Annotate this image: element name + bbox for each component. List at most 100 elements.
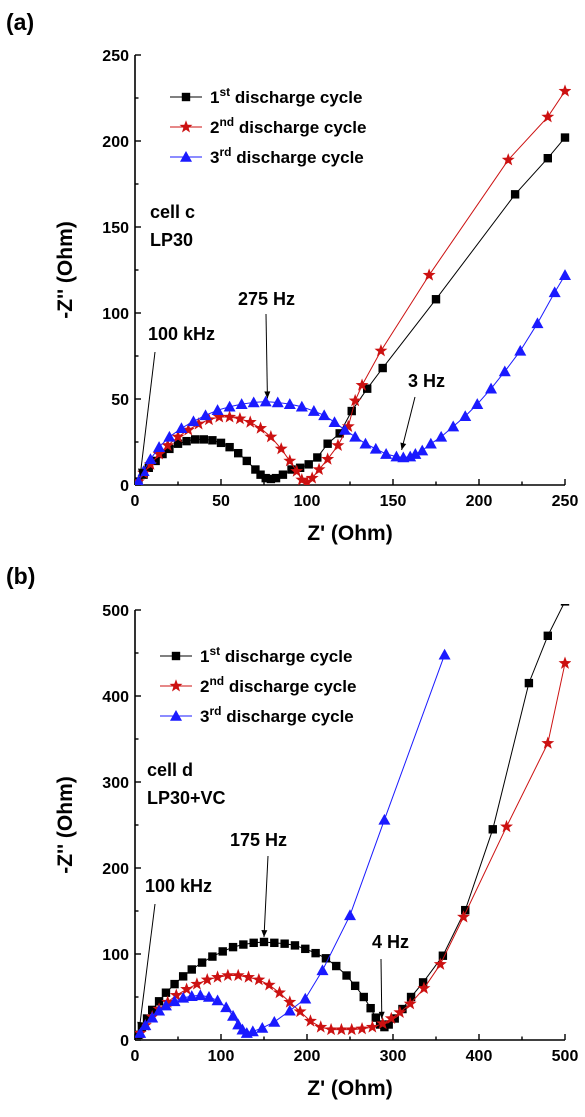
data-point-series-2 <box>334 1022 348 1036</box>
y-tick-label: 250 <box>102 48 129 65</box>
axes: 0 50 100 150 200 250 0 50 100 150 200 250 Z' (Ohm) -Z… <box>54 48 578 545</box>
data-point-series-3 <box>271 396 284 408</box>
annotation-label: 175 Hz <box>230 830 287 850</box>
data-point-series-1 <box>366 1003 375 1013</box>
data-point-series-2 <box>192 417 206 430</box>
legend: 1st discharge cycle 2nd discharge cycle 3r… <box>170 85 366 167</box>
data-point-series-1 <box>208 952 217 961</box>
x-tick-label: 200 <box>466 493 493 510</box>
legend-label-2: 2nd discharge cycle <box>210 115 366 137</box>
data-point-series-1 <box>323 439 332 448</box>
data-point-series-3 <box>424 437 437 449</box>
data-point-series-1 <box>228 942 238 952</box>
legend: 1st discharge cycle 2nd discharge cycle 3r… <box>160 644 356 726</box>
data-point-series-2 <box>233 411 247 425</box>
data-point-series-3 <box>168 995 181 1007</box>
data-point-series-2 <box>221 968 235 981</box>
y-tick-label: 200 <box>102 134 129 151</box>
legend-marker <box>171 651 181 661</box>
panel-b-label: (b) <box>6 563 35 589</box>
data-point-series-3 <box>359 437 372 449</box>
data-point-series-3 <box>246 1025 259 1037</box>
data-point-series-1 <box>560 133 570 142</box>
data-point-series-2 <box>348 393 362 407</box>
x-tick-label: 0 <box>131 493 140 510</box>
data-point-series-2 <box>274 442 288 455</box>
data-point-series-3 <box>235 398 248 409</box>
data-point-series-2 <box>433 957 447 970</box>
data-point-series-1 <box>199 435 208 444</box>
axes: 0 100 200 300 400 500 0 100 200 300 400 500 Z' (Ohm)… <box>54 603 578 1100</box>
cell-label-line: LP30 <box>150 230 193 250</box>
data-point-series-1 <box>378 363 387 373</box>
data-point-series-2 <box>200 973 214 986</box>
data-point-series-1 <box>242 456 251 466</box>
data-point-series-3 <box>187 415 200 427</box>
data-point-series-3 <box>380 448 393 459</box>
y-tick-label: 100 <box>102 947 129 964</box>
legend-label-2: 2nd discharge cycle <box>200 674 356 696</box>
data-point-series-2 <box>384 1011 398 1024</box>
data-point-series-2 <box>290 464 304 477</box>
data-point-series-2 <box>312 462 326 476</box>
data-point-series-1 <box>270 938 279 948</box>
data-point-series-2 <box>231 968 245 981</box>
data-point-series-2 <box>500 819 513 833</box>
data-point-series-3 <box>299 992 312 1004</box>
data-point-series-3 <box>220 1001 233 1013</box>
cell-label-line: cell c <box>150 202 195 222</box>
data-point-series-3 <box>548 286 561 298</box>
data-point-series-1 <box>259 937 269 947</box>
data-point-series-3 <box>177 991 190 1003</box>
data-point-series-1 <box>161 988 171 997</box>
panel-b-plot-area: 0 100 200 300 400 500 0 100 200 300 400 500 Z' (Ohm)… <box>54 603 578 1100</box>
data-point-series-3 <box>199 409 212 421</box>
series-line-1 <box>137 604 565 1036</box>
data-point-series-2 <box>457 910 470 923</box>
data-point-series-3 <box>409 448 422 459</box>
data-point-series-2 <box>393 1005 407 1018</box>
legend-marker <box>170 710 182 721</box>
data-point-series-3 <box>447 420 460 432</box>
data-point-series-2 <box>223 410 237 423</box>
data-point-series-2 <box>283 995 297 1008</box>
annotation-arrowhead <box>378 1011 385 1019</box>
data-point-series-2 <box>295 473 309 485</box>
x-tick-label: 400 <box>466 1048 493 1065</box>
data-point-series-3 <box>175 422 188 434</box>
y-tick-label: 500 <box>102 603 129 620</box>
data-point-series-1 <box>239 940 248 949</box>
data-point-series-1 <box>278 470 288 479</box>
data-point-series-2 <box>242 970 255 983</box>
legend-label-3: 3rd discharge cycle <box>200 704 354 726</box>
data-point-series-1 <box>342 971 351 980</box>
data-point-series-3 <box>163 430 176 442</box>
data-point-series-3 <box>135 1027 147 1038</box>
annotation-label: 275 Hz <box>238 289 295 309</box>
data-point-series-1 <box>280 939 289 948</box>
data-point-series-3 <box>247 396 260 408</box>
data-point-series-3 <box>435 430 448 442</box>
data-point-series-3 <box>531 317 544 329</box>
panel-a-label: (a) <box>6 9 34 35</box>
data-point-series-2 <box>181 423 195 436</box>
cell-label-line: LP30+VC <box>147 788 226 808</box>
x-tick-label: 100 <box>208 1048 235 1065</box>
data-point-series-2 <box>169 988 183 1001</box>
data-point-series-3 <box>227 1009 240 1021</box>
annotation-arrowhead <box>400 442 407 451</box>
legend-label-1: 1st discharge cycle <box>200 644 352 666</box>
data-point-series-2 <box>365 1020 379 1033</box>
y-axis-title: -Z'' (Ohm) <box>54 221 77 318</box>
data-point-series-1 <box>488 825 497 834</box>
data-point-series-1 <box>431 295 441 304</box>
data-point-series-3 <box>338 423 351 435</box>
data-point-series-3 <box>135 475 144 485</box>
data-point-series-3 <box>485 382 498 394</box>
legend-marker <box>181 92 191 102</box>
series-line-3 <box>137 274 566 482</box>
panel-b: (b) 0 100 200 300 400 500 0 100 200 300 400 500 Z' (… <box>6 563 578 1100</box>
data-point-series-1 <box>170 979 179 989</box>
legend-label-1: 1st discharge cycle <box>210 85 362 107</box>
